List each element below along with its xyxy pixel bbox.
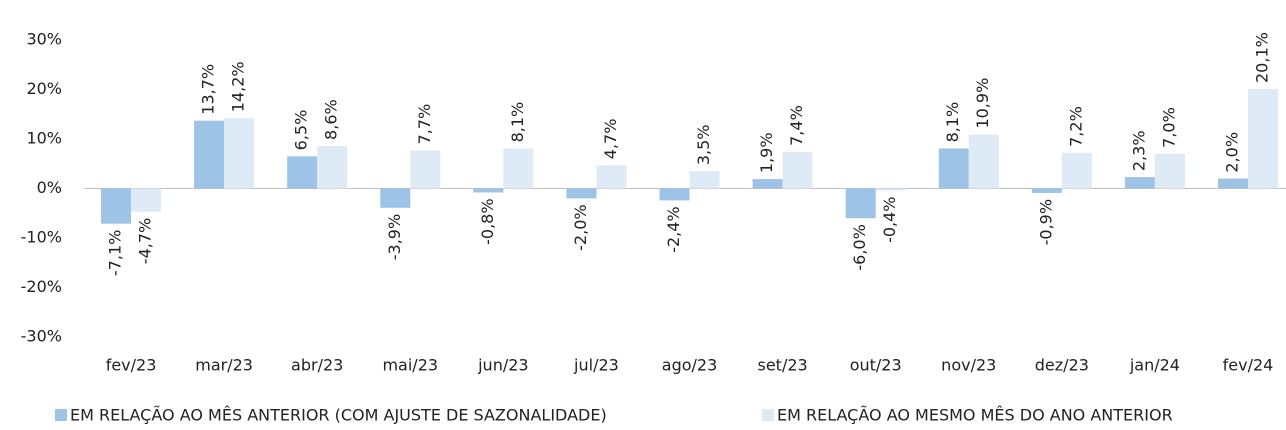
bar	[380, 188, 411, 208]
x-tick-label: fev/23	[106, 356, 157, 375]
x-tick-label: ago/23	[662, 356, 718, 375]
x-tick-label: set/23	[757, 356, 807, 375]
bar	[503, 148, 534, 189]
data-label: -4,7%	[136, 218, 155, 264]
x-tick-label: mai/23	[382, 356, 438, 375]
bar	[224, 118, 255, 189]
data-label: 3,5%	[694, 125, 713, 166]
bar	[287, 156, 318, 189]
data-label: 6,5%	[292, 110, 311, 151]
bar	[596, 165, 627, 189]
bar	[782, 151, 813, 189]
data-label: -0,4%	[880, 196, 899, 242]
x-tick-label: nov/23	[941, 356, 996, 375]
data-label: 7,4%	[787, 105, 806, 146]
y-tick-label: -20%	[21, 277, 62, 296]
bar	[473, 188, 504, 193]
y-tick-label: 10%	[26, 129, 62, 148]
bar	[1218, 178, 1248, 189]
data-label: 8,1%	[943, 102, 962, 143]
data-label: 20,1%	[1253, 32, 1272, 83]
bar	[752, 179, 783, 189]
data-label: -3,9%	[385, 214, 404, 260]
bar	[968, 134, 999, 189]
data-label: 13,7%	[199, 64, 218, 115]
data-label: 8,1%	[508, 102, 527, 143]
bar	[317, 145, 348, 189]
x-tick-label: mar/23	[195, 356, 253, 375]
data-label: 2,3%	[1129, 130, 1148, 171]
y-tick-label: 20%	[26, 79, 62, 98]
bar	[938, 148, 969, 189]
bar	[101, 188, 132, 224]
legend-swatch	[55, 409, 67, 421]
bar	[875, 188, 906, 191]
y-tick-label: -10%	[21, 228, 62, 247]
data-label: -2,4%	[664, 206, 683, 252]
legend-label: EM RELAÇÃO AO MÊS ANTERIOR (COM AJUSTE D…	[70, 406, 607, 425]
x-tick-label: jan/24	[1129, 356, 1180, 375]
bar	[689, 171, 720, 189]
data-label: -2,0%	[571, 204, 590, 250]
x-tick-label: fev/24	[1223, 356, 1274, 375]
data-label: 8,6%	[322, 99, 341, 140]
data-label: 14,2%	[229, 61, 248, 112]
x-tick-label: jul/23	[573, 356, 619, 375]
data-label: 2,0%	[1223, 132, 1242, 173]
data-label: 10,9%	[973, 78, 992, 129]
bar	[845, 188, 876, 219]
data-label: 7,7%	[415, 104, 434, 145]
bar	[410, 150, 441, 189]
bar	[659, 188, 690, 201]
y-tick-label: -30%	[21, 327, 62, 346]
x-tick-label: jun/23	[477, 356, 528, 375]
bar	[1061, 152, 1092, 189]
legend-swatch	[762, 409, 774, 421]
x-tick-label: dez/23	[1035, 356, 1089, 375]
data-label: -6,0%	[850, 224, 869, 270]
data-label: 7,0%	[1159, 107, 1178, 148]
bar	[1154, 153, 1185, 189]
data-label: 4,7%	[601, 119, 620, 160]
data-label: -0,8%	[478, 198, 497, 244]
y-tick-label: 0%	[37, 178, 62, 197]
bar	[1031, 188, 1062, 193]
bar	[566, 188, 597, 199]
legend-label: EM RELAÇÃO AO MESMO MÊS DO ANO ANTERIOR	[777, 406, 1173, 425]
bar	[131, 188, 162, 212]
bar	[1124, 177, 1155, 189]
data-label: -0,9%	[1036, 199, 1055, 245]
bar	[1248, 89, 1278, 189]
data-label: 1,9%	[757, 132, 776, 173]
y-tick-label: 30%	[26, 30, 62, 49]
data-label: -7,1%	[106, 230, 125, 276]
bar	[194, 120, 225, 189]
x-tick-label: abr/23	[291, 356, 343, 375]
data-label: 7,2%	[1066, 106, 1085, 147]
x-tick-label: out/23	[850, 356, 902, 375]
